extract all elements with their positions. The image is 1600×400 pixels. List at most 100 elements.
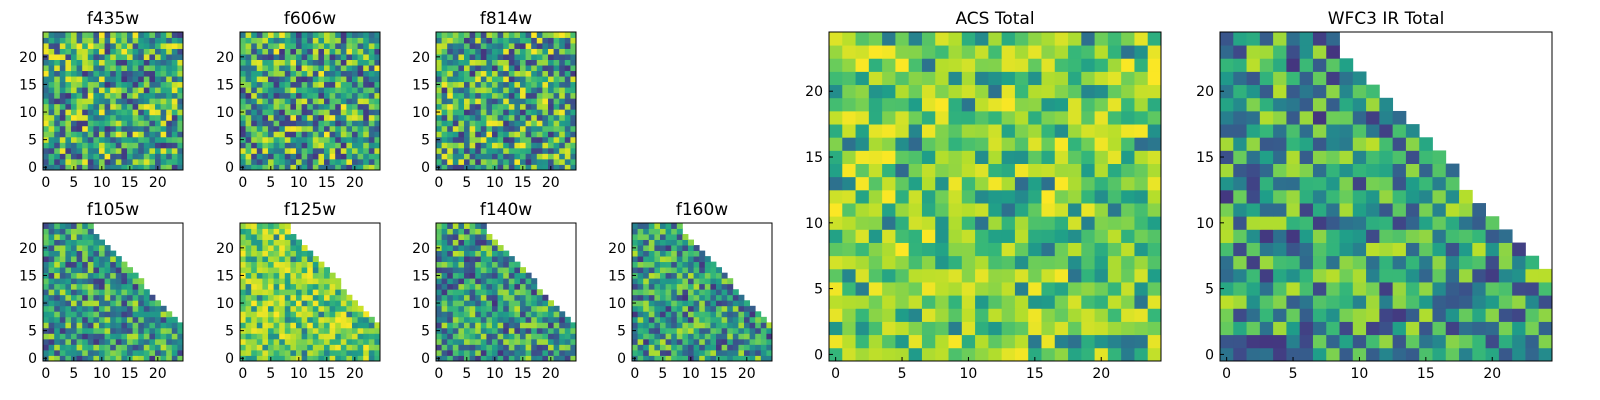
heatmap-cell	[676, 245, 683, 251]
heatmap-cell	[520, 344, 526, 351]
heatmap-cell	[324, 81, 330, 88]
heatmap-cell	[643, 355, 650, 362]
heatmap-cell	[935, 334, 949, 349]
heatmap-cell	[868, 137, 883, 151]
heatmap-cell	[1094, 216, 1109, 230]
heatmap-cell	[273, 48, 280, 55]
heatmap-cell	[452, 294, 459, 301]
heatmap-cell	[301, 54, 308, 60]
heatmap-cell	[71, 338, 77, 345]
heatmap-cell	[458, 43, 465, 49]
heatmap-cell	[475, 70, 482, 77]
heatmap-cell	[559, 136, 566, 143]
heatmap-cell	[452, 43, 459, 49]
heatmap-cell	[251, 322, 258, 329]
heatmap-cell	[570, 98, 577, 105]
heatmap-cell	[301, 131, 308, 138]
heatmap-cell	[520, 158, 526, 165]
heatmap-cell	[307, 114, 314, 121]
heatmap-cell	[520, 109, 526, 116]
heatmap-cell	[855, 268, 870, 283]
heatmap-cell	[71, 322, 77, 329]
heatmap-cell	[256, 98, 263, 105]
heatmap-cell	[1054, 97, 1069, 112]
heatmap-cell	[71, 158, 77, 165]
heatmap-cell	[82, 228, 89, 235]
heatmap-cell	[1107, 347, 1122, 362]
heatmap-cell	[564, 32, 571, 38]
heatmap-cell	[480, 92, 487, 99]
heatmap-cell	[553, 142, 560, 149]
heatmap-cell	[155, 43, 161, 49]
heatmap-cell	[548, 48, 554, 55]
heatmap-cell	[65, 109, 72, 116]
heatmap-cell	[93, 164, 100, 171]
heatmap-cell	[262, 256, 269, 263]
heatmap-cell	[346, 131, 353, 138]
heatmap-cell	[99, 76, 105, 83]
heatmap-cell	[441, 305, 448, 312]
heatmap-cell	[475, 261, 482, 268]
heatmap-cell	[648, 228, 655, 235]
heatmap-cell	[54, 333, 61, 340]
heatmap-cell	[503, 164, 510, 171]
heatmap-cell	[855, 308, 870, 322]
heatmap-cell	[307, 43, 314, 49]
heatmap-cell	[480, 316, 487, 323]
heatmap-cell	[93, 311, 100, 318]
heatmap-cell	[290, 267, 297, 274]
heatmap-cell	[335, 355, 342, 362]
heatmap-cell	[262, 136, 269, 143]
heatmap-cell	[1512, 295, 1526, 309]
heatmap-cell	[99, 92, 105, 99]
heatmap-cell	[329, 59, 336, 66]
heatmap-cell	[1220, 347, 1234, 362]
heatmap-cell	[643, 228, 650, 235]
heatmap-cell	[273, 283, 280, 290]
heatmap-cell	[469, 164, 476, 171]
heatmap-cell	[497, 272, 504, 279]
heatmap-cell	[352, 316, 358, 323]
heatmap-cell	[508, 48, 515, 55]
heatmap-cell	[1392, 176, 1407, 191]
heatmap-cell	[452, 147, 459, 154]
heatmap-cell	[82, 120, 89, 127]
heatmap-cell	[48, 256, 55, 263]
heatmap-cell	[59, 37, 66, 44]
heatmap-cell	[127, 98, 133, 105]
heatmap-cell	[273, 355, 280, 362]
heatmap-cell	[842, 308, 856, 322]
heatmap-cell	[82, 92, 89, 99]
heatmap-cell	[301, 120, 308, 127]
heatmap-cell	[301, 327, 308, 334]
heatmap-cell	[503, 327, 510, 334]
heatmap-cell	[149, 92, 156, 99]
heatmap-cell	[935, 203, 949, 217]
heatmap-cell	[1147, 150, 1162, 164]
heatmap-cell	[842, 216, 856, 230]
heatmap-cell	[59, 81, 66, 88]
heatmap-cell	[1068, 163, 1082, 178]
heatmap-cell	[744, 300, 750, 307]
heatmap-cell	[245, 142, 252, 149]
heatmap-cell	[340, 344, 347, 351]
heatmap-cell	[704, 311, 711, 318]
heatmap-cell	[559, 48, 566, 55]
heatmap-cell	[508, 37, 515, 44]
heatmap-cell	[121, 136, 128, 143]
heatmap-cell	[329, 283, 336, 290]
heatmap-cell	[548, 43, 554, 49]
heatmap-cell	[1001, 216, 1016, 230]
heatmap-cell	[497, 278, 504, 285]
heatmap-cell	[1459, 203, 1473, 217]
heatmap-cell	[245, 98, 252, 105]
heatmap-cell	[1525, 255, 1540, 270]
heatmap-cell	[564, 153, 571, 160]
heatmap-cell	[48, 245, 55, 251]
heatmap-cell	[436, 70, 442, 77]
heatmap-cell	[503, 305, 510, 312]
heatmap-cell	[65, 70, 72, 77]
heatmap-cell	[452, 349, 459, 356]
heatmap-cell	[1419, 255, 1433, 270]
heatmap-cell	[704, 272, 711, 279]
